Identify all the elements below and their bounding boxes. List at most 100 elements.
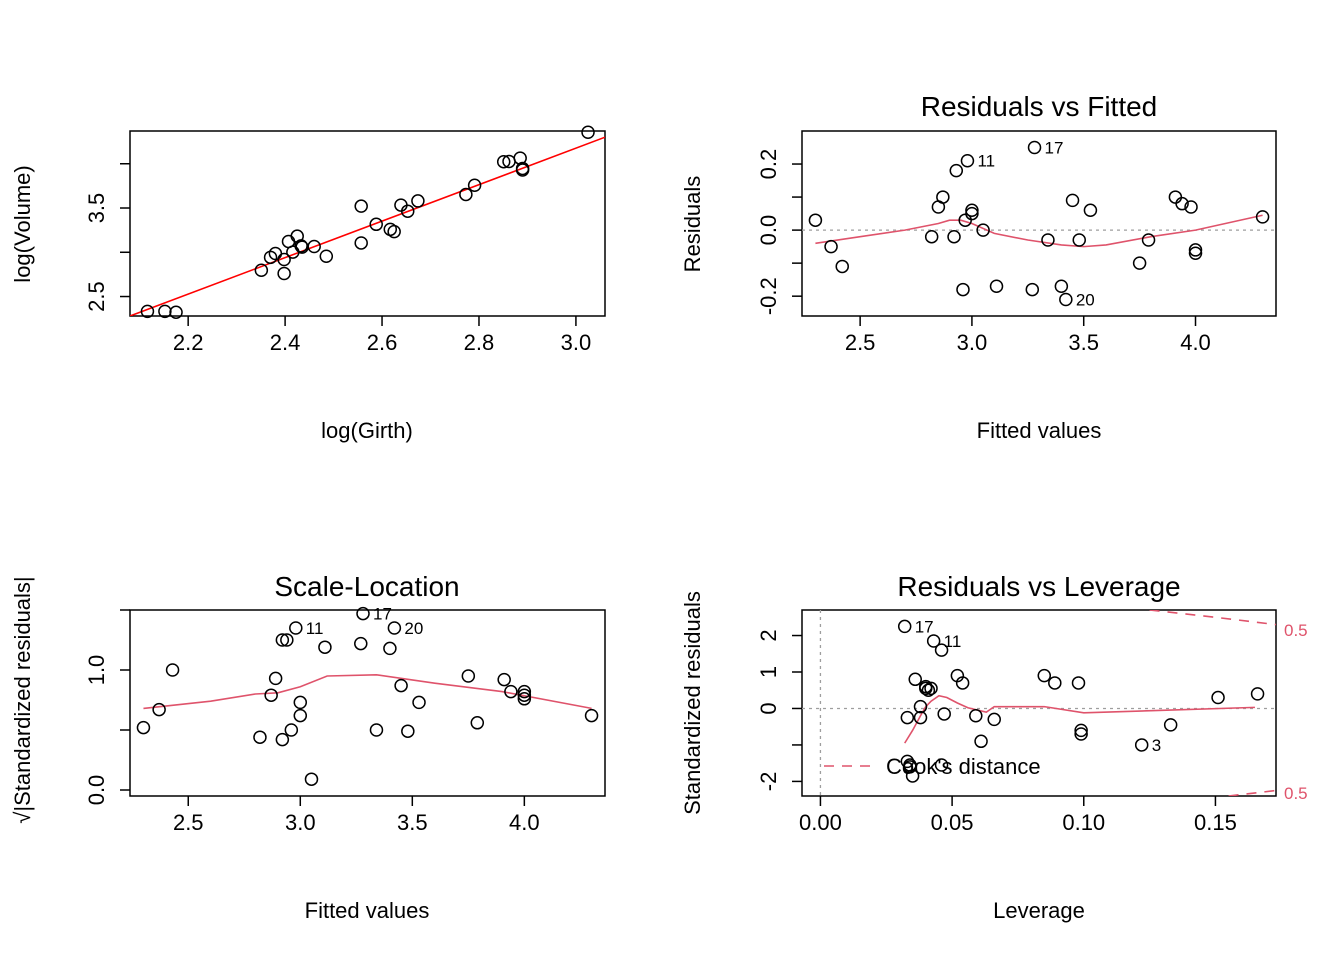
data-point xyxy=(934,643,949,657)
data-point xyxy=(387,224,401,239)
data-point xyxy=(354,199,368,213)
point-label: 20 xyxy=(1076,290,1095,309)
data-point xyxy=(496,154,511,169)
data-point xyxy=(254,263,269,277)
data-point xyxy=(356,606,370,621)
data-point xyxy=(905,769,920,783)
panel-scale-location: Scale-Location Fitted values √|Standardi… xyxy=(10,571,606,923)
data-point xyxy=(459,187,473,202)
y-tick-label: 0.0 xyxy=(756,215,781,246)
x-tick-label: 0.15 xyxy=(1194,810,1237,835)
x-tick-label: 2.4 xyxy=(270,330,301,355)
x-tick-label: 2.5 xyxy=(173,810,204,835)
data-point xyxy=(253,730,267,744)
data-point xyxy=(294,239,308,253)
data-point xyxy=(897,619,912,634)
data-point xyxy=(1037,668,1052,683)
y-tick-label: 1.0 xyxy=(84,655,109,686)
x-tick-label: 0.10 xyxy=(1062,810,1105,835)
data-point xyxy=(934,758,949,772)
data-point xyxy=(289,621,303,635)
y-tick-label: -0.2 xyxy=(756,277,781,315)
data-point xyxy=(277,266,291,281)
data-point xyxy=(307,239,321,254)
data-point xyxy=(136,720,151,735)
data-point xyxy=(913,699,928,714)
data-point xyxy=(1074,727,1088,741)
point-label: 11 xyxy=(306,619,324,638)
data-point xyxy=(1250,687,1265,701)
x-axis-label: Fitted values xyxy=(977,418,1102,443)
x-tick-label: 0.00 xyxy=(799,810,842,835)
data-point xyxy=(1163,718,1178,732)
point-label: 17 xyxy=(373,605,392,624)
data-point xyxy=(908,672,922,687)
data-point xyxy=(412,695,426,710)
data-point xyxy=(1071,676,1086,690)
data-point xyxy=(924,681,938,696)
data-point xyxy=(965,206,979,221)
data-point xyxy=(1184,200,1198,214)
chart-title: Scale-Location xyxy=(274,571,459,602)
data-point xyxy=(394,678,408,693)
data-point xyxy=(284,723,299,737)
data-point xyxy=(1188,246,1203,260)
data-point xyxy=(497,672,511,687)
marks: 0.00 0.05 0.10 0.15 -2 0 1 2 17 11 3 xyxy=(756,610,1276,835)
point-label: 17 xyxy=(915,617,934,636)
point-label: 3 xyxy=(1152,736,1161,755)
data-point xyxy=(1168,190,1183,204)
data-point xyxy=(286,245,300,259)
data-point xyxy=(937,707,951,721)
data-point xyxy=(974,734,988,749)
x-tick-label: 2.5 xyxy=(845,330,876,355)
data-point xyxy=(293,695,308,710)
data-point xyxy=(152,702,166,717)
data-point xyxy=(369,217,383,232)
x-tick-label: 2.8 xyxy=(464,330,495,355)
data-point xyxy=(387,621,402,635)
data-point xyxy=(275,732,290,747)
data-point xyxy=(1132,256,1147,270)
y-tick-label: 0.2 xyxy=(756,149,781,180)
y-tick-label: 0 xyxy=(756,702,781,714)
regression-line xyxy=(130,136,605,316)
data-point xyxy=(400,204,415,218)
x-tick-label: 3.5 xyxy=(1068,330,1099,355)
data-point xyxy=(960,153,975,168)
data-point xyxy=(1048,676,1062,690)
plot-area xyxy=(143,673,592,710)
y-axis-label: log(Volume) xyxy=(10,165,35,282)
data-point xyxy=(517,688,532,702)
data-point xyxy=(319,249,334,264)
data-point xyxy=(987,712,1001,727)
data-point xyxy=(1141,233,1156,247)
data-point xyxy=(955,676,970,690)
data-point xyxy=(919,681,933,696)
data-point xyxy=(470,716,485,730)
data-point xyxy=(504,684,518,699)
cook-level-label-upper: 0.5 xyxy=(1284,621,1308,640)
y-axis-label: Standardized residuals xyxy=(680,591,705,815)
plot-area xyxy=(802,610,1276,796)
data-point xyxy=(304,772,319,786)
point-label: 17 xyxy=(1045,139,1064,158)
data-point xyxy=(976,223,990,237)
data-point xyxy=(1134,738,1149,752)
data-point xyxy=(921,683,936,697)
x-tick-label: 4.0 xyxy=(1180,330,1211,355)
data-point xyxy=(1175,196,1189,211)
data-point xyxy=(1041,233,1055,247)
plot-frame xyxy=(129,130,606,317)
point-label: 11 xyxy=(944,632,962,651)
data-point xyxy=(900,710,915,725)
data-point xyxy=(275,633,290,647)
data-point xyxy=(1255,210,1270,224)
data-point xyxy=(401,724,415,738)
data-point xyxy=(965,203,979,218)
data-point xyxy=(824,239,838,254)
plot-area xyxy=(802,214,1276,248)
data-point xyxy=(280,633,294,647)
smooth-line xyxy=(904,694,1255,744)
